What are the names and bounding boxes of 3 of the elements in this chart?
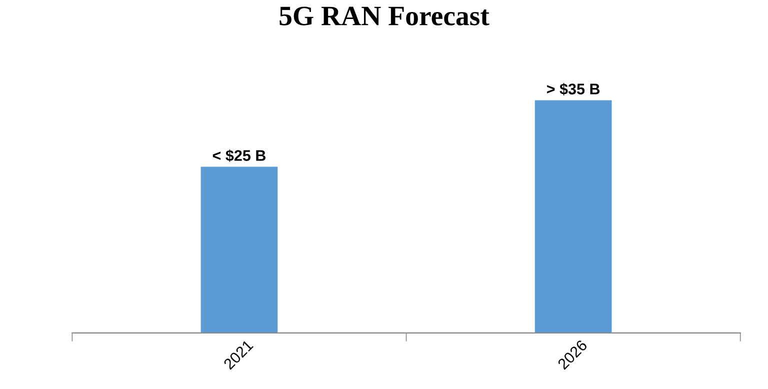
chart-title: 5G RAN Forecast	[280, 6, 490, 26]
data-label: < $25 B	[212, 149, 266, 162]
data-label: > $35 B	[546, 82, 600, 96]
